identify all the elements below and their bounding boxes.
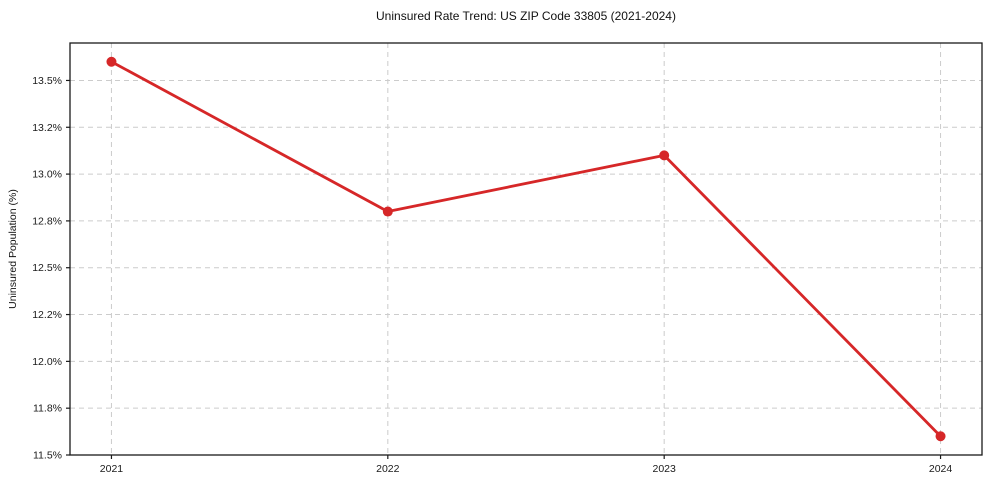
- plot-border: [69, 42, 983, 456]
- data-point-2022: [382, 206, 393, 217]
- y-tick-label: 12.2%: [32, 309, 62, 321]
- data-point-2021: [106, 56, 117, 67]
- data-point-2023: [659, 150, 670, 161]
- x-tick-label: 2024: [929, 463, 953, 475]
- y-tick-label: 13.0%: [32, 169, 62, 181]
- data-point-2024: [935, 431, 946, 442]
- y-tick-label: 13.2%: [32, 122, 62, 134]
- x-tick-label: 2021: [100, 463, 124, 475]
- y-tick-label: 12.5%: [32, 262, 62, 274]
- chart-title: Uninsured Rate Trend: US ZIP Code 33805 …: [376, 9, 676, 23]
- y-tick-label: 11.5%: [33, 450, 62, 462]
- y-tick-label: 13.5%: [32, 75, 62, 87]
- x-tick-label: 2023: [653, 463, 677, 475]
- y-tick-label: 12.0%: [32, 356, 62, 368]
- x-tick-label: 2022: [376, 463, 400, 475]
- y-tick-label: 11.8%: [33, 403, 62, 415]
- trend-line: [110, 60, 942, 438]
- y-tick-label: 12.8%: [32, 215, 62, 227]
